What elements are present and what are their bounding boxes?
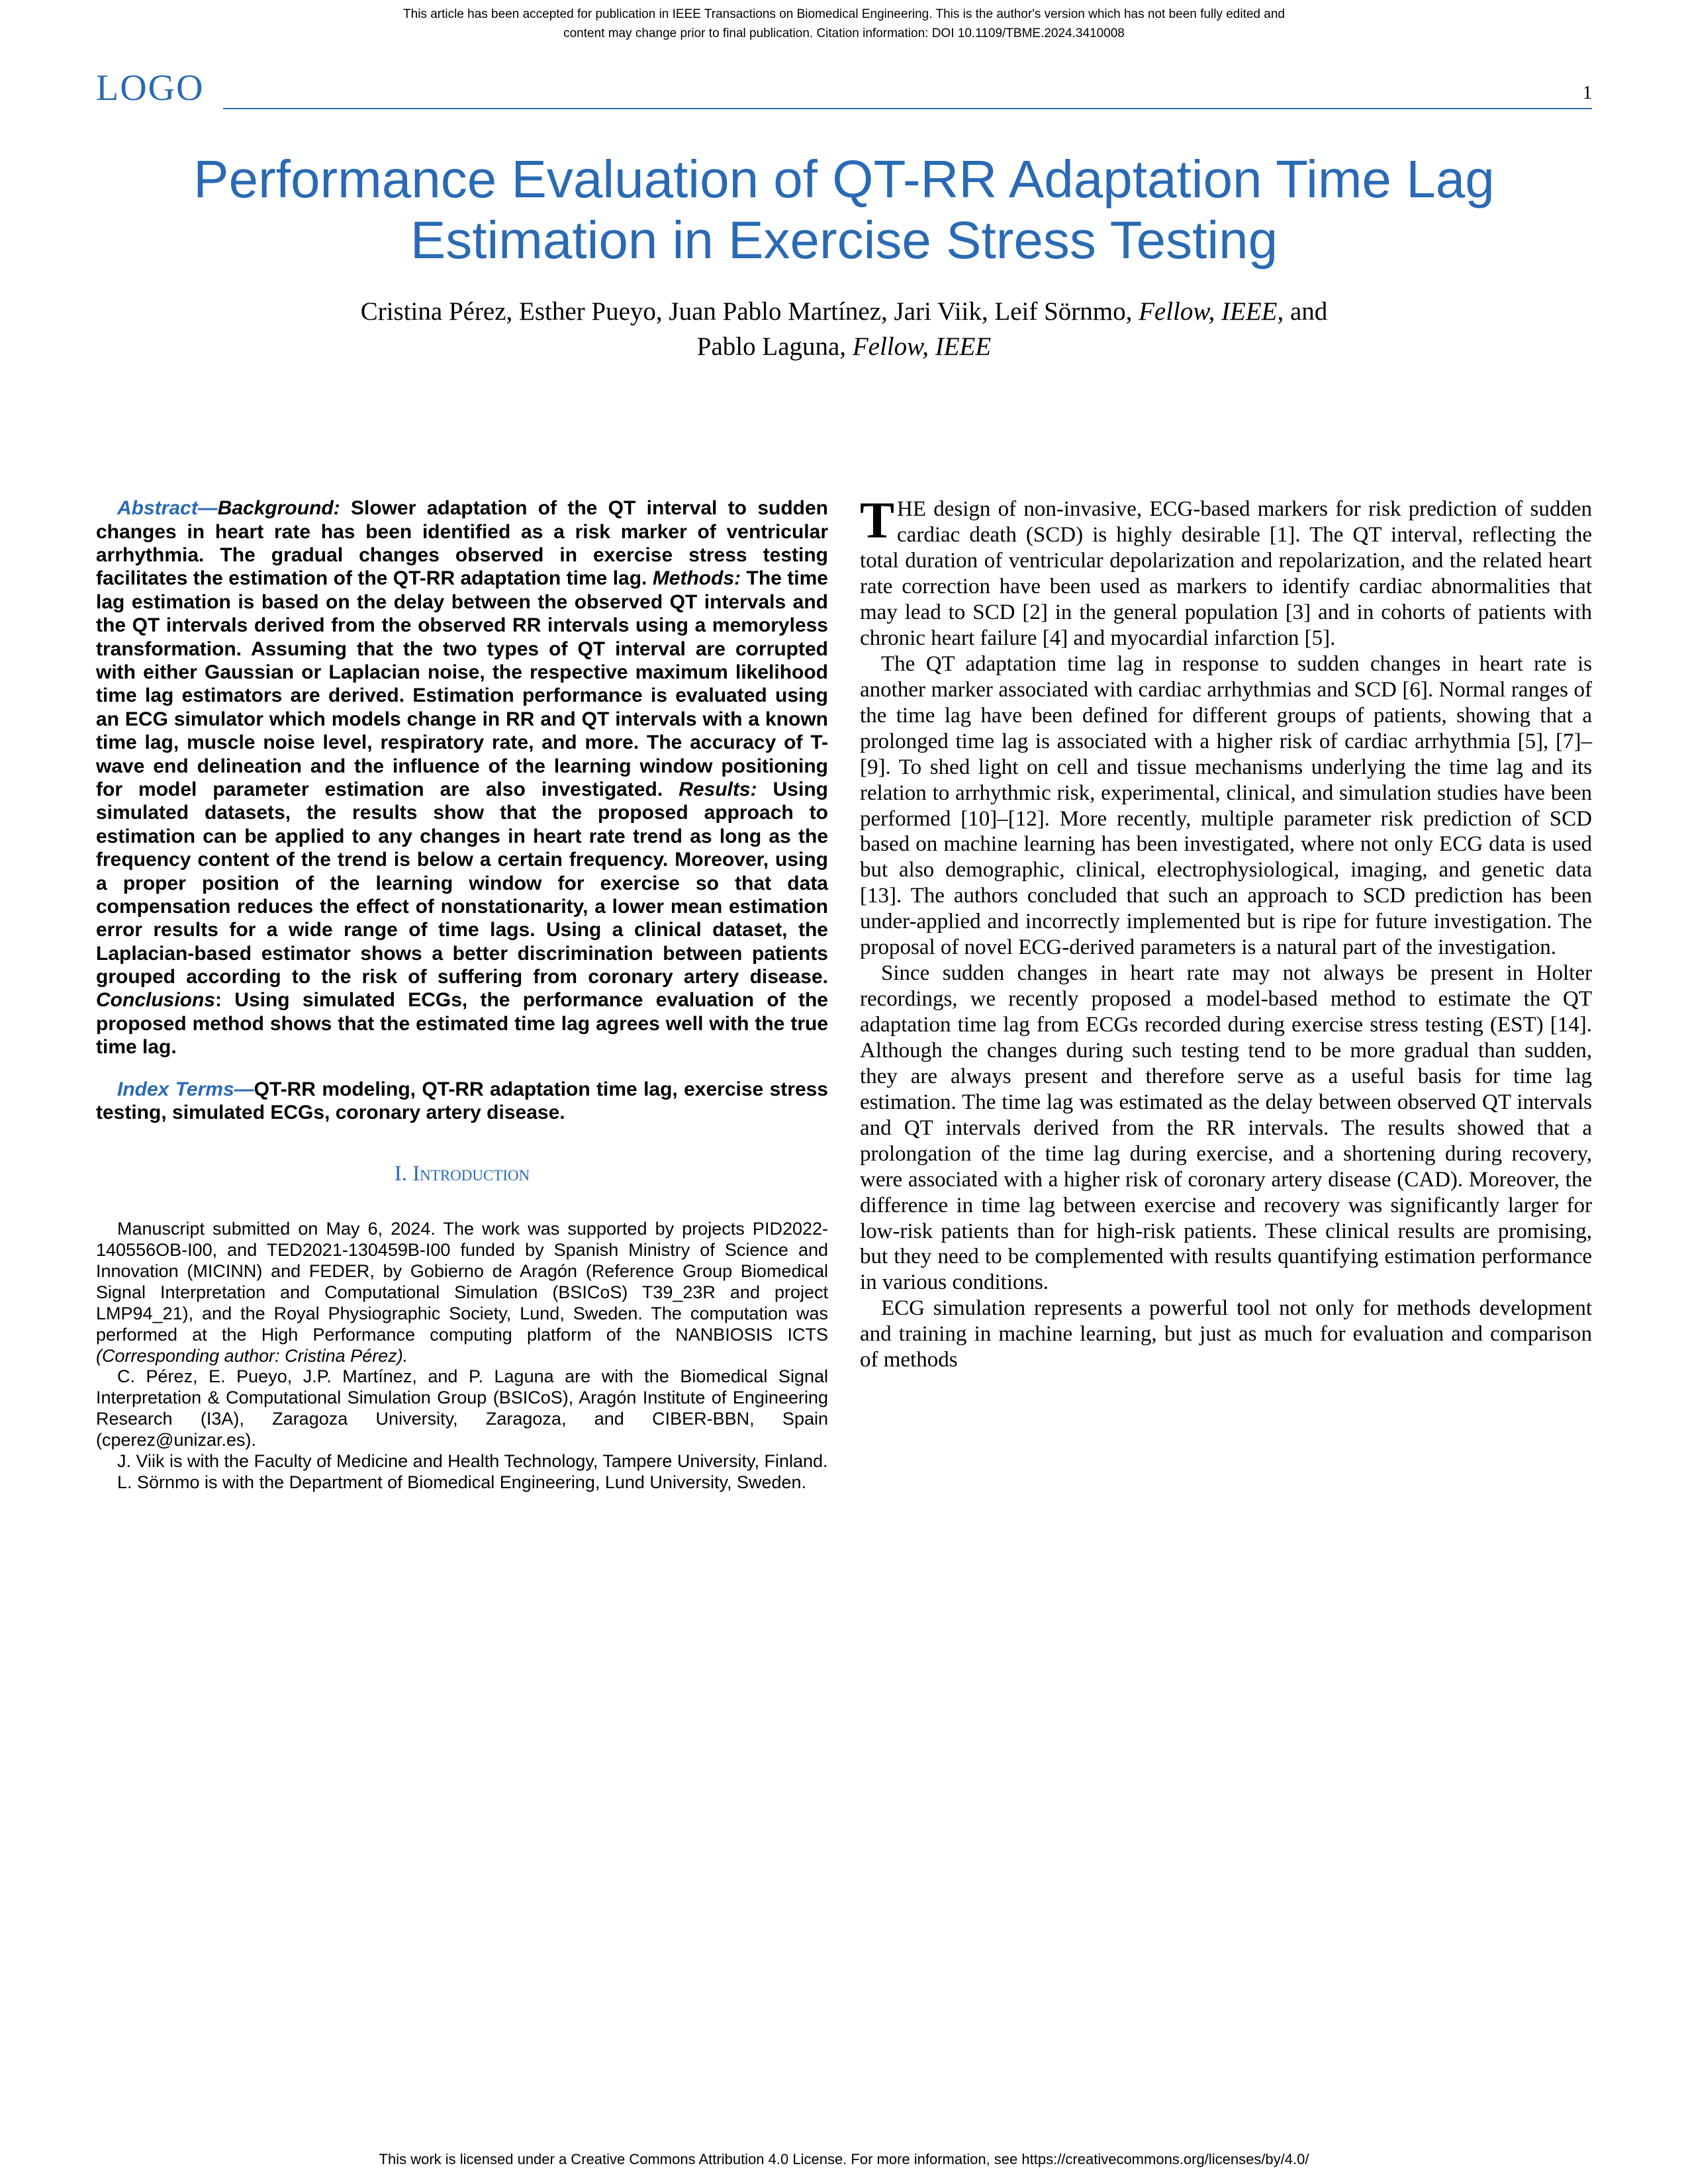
abstract-conclusions-label: Conclusions <box>96 989 215 1011</box>
authors-line1-pre: Cristina Pérez, Esther Pueyo, Juan Pablo… <box>361 297 1139 326</box>
header-rule: 1 <box>223 105 1592 109</box>
paper-title: Performance Evaluation of QT-RR Adaptati… <box>96 149 1592 271</box>
body-p1-rest: HE design of non-invasive, ECG-based mar… <box>860 497 1592 650</box>
header-notice-line2: content may change prior to final public… <box>563 26 1125 40</box>
manuscript-footnote: Manuscript submitted on May 6, 2024. The… <box>96 1219 828 1493</box>
abstract-background-label: Background: <box>218 497 340 519</box>
section-heading-introduction: I. Introduction <box>96 1161 828 1187</box>
page-number: 1 <box>1583 83 1592 104</box>
body-p1: THE design of non-invasive, ECG-based ma… <box>860 497 1592 651</box>
fellow-designation-1: Fellow, IEEE <box>1139 297 1277 326</box>
right-column: THE design of non-invasive, ECG-based ma… <box>860 497 1592 1493</box>
authors-line1-post: , and <box>1277 297 1327 326</box>
left-column: Abstract—Background: Slower adaptation o… <box>96 497 828 1493</box>
index-terms-label: Index Terms— <box>117 1078 254 1100</box>
abstract-label: Abstract— <box>117 497 218 519</box>
header-notice: This article has been accepted for publi… <box>0 0 1688 43</box>
two-column-body: Abstract—Background: Slower adaptation o… <box>96 497 1592 1493</box>
abstract-results-label: Results: <box>679 779 757 800</box>
journal-logo: LOGO <box>96 67 205 109</box>
footnote-p4: L. Sörnmo is with the Department of Biom… <box>96 1472 828 1494</box>
license-notice: This work is licensed under a Creative C… <box>0 2151 1688 2168</box>
header-notice-line1: This article has been accepted for publi… <box>403 7 1285 21</box>
fellow-designation-2: Fellow, IEEE <box>853 332 991 361</box>
abstract-methods-label: Methods: <box>653 567 741 589</box>
abstract-text-3: Using simulated datasets, the results sh… <box>96 779 828 988</box>
authors-block: Cristina Pérez, Esther Pueyo, Juan Pablo… <box>96 295 1592 364</box>
abstract-block: Abstract—Background: Slower adaptation o… <box>96 497 828 1059</box>
footnote-p2: C. Pérez, E. Pueyo, J.P. Martínez, and P… <box>96 1366 828 1450</box>
body-p3: Since sudden changes in heart rate may n… <box>860 961 1592 1296</box>
footnote-p1b: (Corresponding author: Cristina Pérez). <box>96 1346 408 1366</box>
footnote-p1: Manuscript submitted on May 6, 2024. The… <box>96 1219 828 1366</box>
authors-line2-pre: Pablo Laguna, <box>697 332 853 361</box>
index-terms-block: Index Terms—QT-RR modeling, QT-RR adapta… <box>96 1078 828 1125</box>
abstract-text-2: The time lag estimation is based on the … <box>96 567 828 800</box>
top-bar: LOGO 1 <box>96 67 1592 109</box>
body-p4: ECG simulation represents a powerful too… <box>860 1296 1592 1373</box>
body-p2: The QT adaptation time lag in response t… <box>860 651 1592 961</box>
footnote-p1a: Manuscript submitted on May 6, 2024. The… <box>96 1219 828 1344</box>
dropcap: T <box>860 497 897 542</box>
footnote-p3: J. Viik is with the Faculty of Medicine … <box>96 1451 828 1472</box>
